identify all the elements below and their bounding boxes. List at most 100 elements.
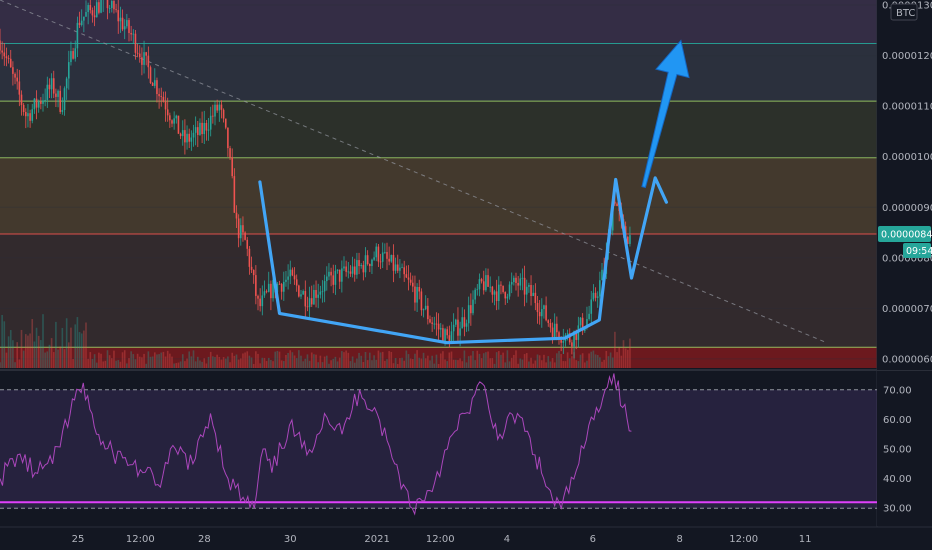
- current-price-label: 0.00000847: [881, 230, 932, 241]
- countdown-label: 09:54: [906, 246, 932, 257]
- volume-bar: [136, 353, 139, 368]
- candle-body: [525, 286, 528, 295]
- volume-bar: [18, 359, 21, 368]
- candle-body: [450, 331, 453, 344]
- volume-bar: [48, 344, 51, 368]
- candle-body: [427, 305, 429, 320]
- volume-bar: [482, 353, 485, 368]
- candle-body: [169, 115, 171, 121]
- volume-bar: [231, 352, 233, 368]
- candle-body: [558, 332, 560, 340]
- candle-body: [138, 53, 141, 58]
- cup-pattern-line: [258, 176, 669, 345]
- candle-body: [203, 122, 206, 135]
- candle-body: [0, 40, 1, 51]
- candle-body: [212, 115, 214, 117]
- candle-body: [70, 51, 72, 63]
- volume-bar: [566, 352, 569, 368]
- volume-bar: [534, 360, 537, 368]
- candle-body: [42, 100, 44, 104]
- candle-body: [14, 73, 16, 78]
- candle-body: [455, 319, 457, 325]
- volume-bar: [76, 317, 79, 368]
- volume-bar: [390, 351, 393, 368]
- volume-bar: [319, 355, 322, 368]
- volume-bar: [173, 363, 175, 368]
- volume-bar: [603, 359, 605, 368]
- candle-body: [412, 282, 414, 287]
- volume-bar: [315, 354, 317, 368]
- volume-bar: [480, 358, 483, 368]
- candle-body: [403, 267, 405, 275]
- candle-body: [343, 266, 345, 269]
- candle-body: [136, 52, 139, 54]
- volume-bar: [121, 352, 124, 368]
- volume-bar: [199, 360, 201, 368]
- candle-body: [259, 298, 261, 307]
- volume-bar: [457, 360, 459, 368]
- volume-bar: [201, 361, 203, 368]
- volume-bar: [356, 358, 358, 368]
- candle-body: [244, 232, 246, 240]
- volume-bar: [605, 350, 608, 368]
- candle-body: [175, 115, 178, 119]
- volume-bar: [575, 360, 577, 368]
- volume-bar: [52, 352, 55, 368]
- volume-bar: [317, 362, 319, 368]
- candle-body: [405, 274, 408, 278]
- volume-bar: [190, 356, 193, 368]
- volume-bar: [487, 351, 489, 368]
- volume-bar: [37, 335, 40, 368]
- candle-body: [181, 130, 184, 137]
- candle-body: [371, 259, 373, 267]
- volume-bar: [102, 361, 104, 368]
- candle-body: [409, 279, 412, 283]
- volume-bar: [166, 350, 169, 368]
- volume-bar: [128, 358, 130, 368]
- fib-zone: [0, 0, 877, 44]
- candle-body: [184, 130, 186, 143]
- candle-body: [100, 0, 102, 13]
- candle-body: [313, 290, 315, 305]
- volume-bar: [220, 359, 223, 368]
- volume-bar: [265, 361, 268, 368]
- volume-bar: [285, 355, 287, 368]
- volume-bar: [353, 362, 356, 368]
- candle-body: [263, 291, 266, 296]
- volume-bar: [336, 361, 339, 368]
- candle-body: [287, 276, 289, 280]
- volume-bar: [57, 349, 59, 368]
- candle-body: [130, 33, 132, 35]
- volume-bar: [502, 352, 504, 368]
- price-tick-label: 0.00001100: [882, 102, 932, 113]
- volume-bar: [381, 351, 384, 368]
- candle-body: [394, 264, 397, 271]
- candle-body: [407, 277, 410, 280]
- candle-body: [9, 58, 12, 68]
- volume-bar: [179, 361, 182, 368]
- volume-bar: [592, 350, 595, 368]
- candle-body: [233, 176, 236, 213]
- candle-body: [599, 280, 601, 297]
- candle-body: [543, 305, 545, 310]
- volume-bar: [46, 351, 49, 368]
- candle-body: [283, 281, 285, 292]
- volume-bar: [377, 350, 380, 368]
- volume-bar: [450, 351, 453, 368]
- forecast-arrow: [641, 39, 690, 189]
- volume-bar: [586, 360, 588, 368]
- volume-bar: [461, 361, 464, 368]
- candle-body: [52, 78, 55, 94]
- volume-bar: [564, 361, 567, 368]
- candle-body: [575, 330, 577, 340]
- volume-bar: [233, 355, 236, 368]
- volume-bar: [85, 322, 87, 368]
- volume-bar: [609, 352, 612, 368]
- candle-body: [46, 84, 49, 100]
- candle-body: [474, 289, 476, 300]
- volume-bar: [515, 350, 517, 368]
- volume-bar: [446, 361, 448, 368]
- candle-body: [18, 81, 21, 95]
- fib-zone: [0, 157, 877, 235]
